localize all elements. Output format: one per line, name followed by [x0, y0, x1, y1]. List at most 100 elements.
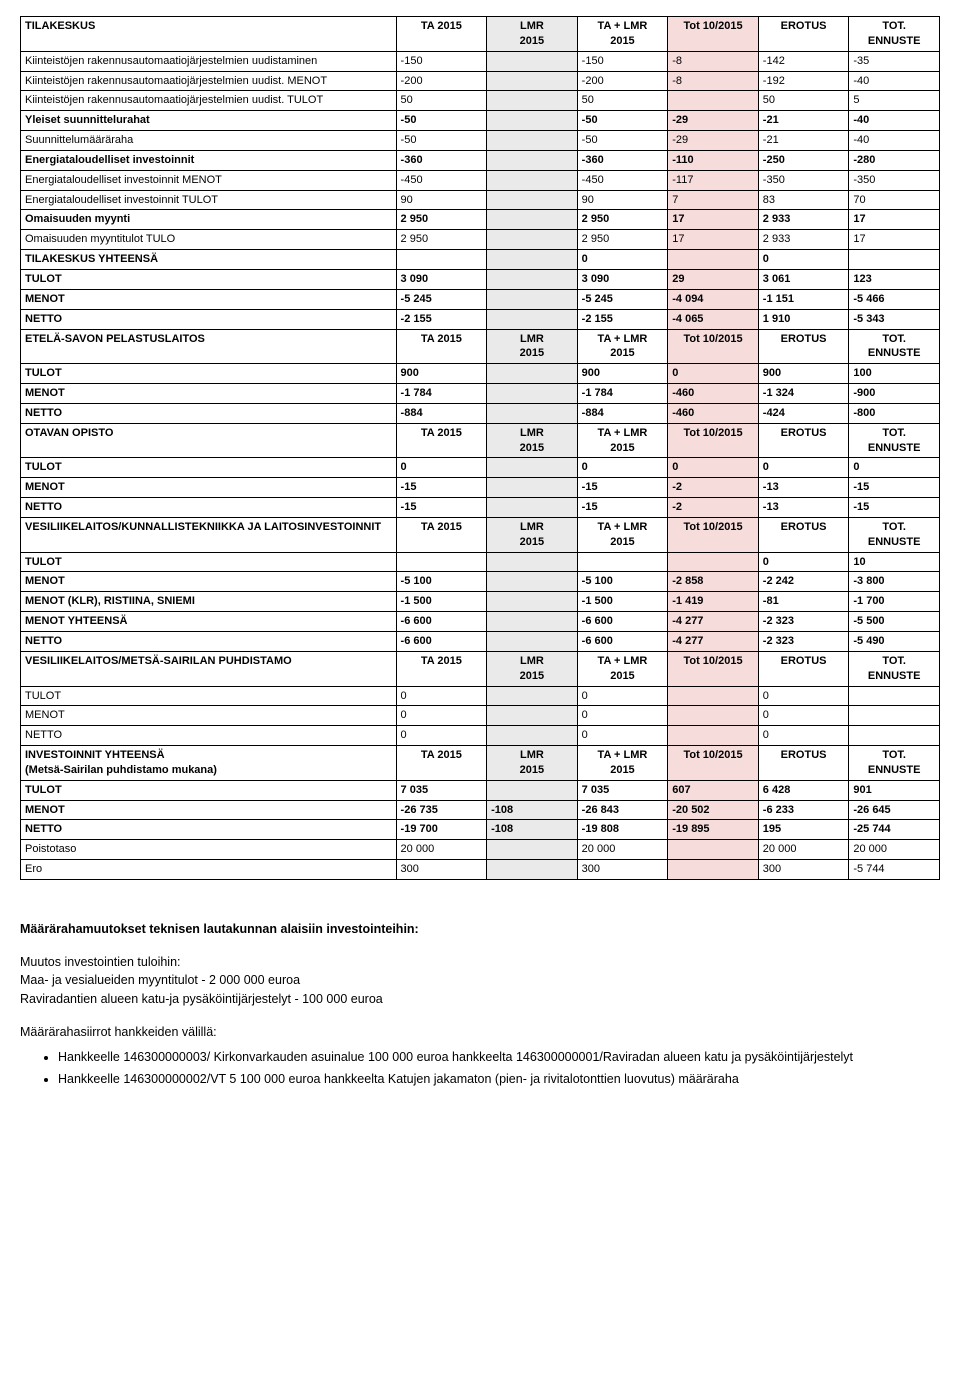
cell: 0 [758, 458, 849, 478]
table-row: TILAKESKUS YHTEENSÄ00 [21, 250, 940, 270]
cell [487, 309, 578, 329]
cell: -8 [668, 51, 759, 71]
footer-line: Muutos investointien tuloihin: [20, 953, 940, 972]
cell: -1 500 [396, 592, 487, 612]
cell: LMR 2015 [487, 423, 578, 458]
cell: -6 600 [577, 612, 668, 632]
cell: -108 [487, 800, 578, 820]
section-header: INVESTOINNIT YHTEENSÄ (Metsä-Sairilan pu… [21, 746, 940, 781]
cell: -900 [849, 384, 940, 404]
cell [487, 384, 578, 404]
cell: ETELÄ-SAVON PELASTUSLAITOS [21, 329, 397, 364]
footer-text: Määrärahamuutokset teknisen lautakunnan … [20, 920, 940, 1089]
cell: MENOT [21, 289, 397, 309]
cell: -29 [668, 111, 759, 131]
cell: 50 [396, 91, 487, 111]
cell: -13 [758, 478, 849, 498]
cell: -40 [849, 111, 940, 131]
cell: Tot 10/2015 [668, 651, 759, 686]
cell [487, 572, 578, 592]
cell: Kiinteistöjen rakennusautomaatiojärjeste… [21, 71, 397, 91]
cell: 0 [577, 458, 668, 478]
cell: 17 [849, 210, 940, 230]
cell: 2 933 [758, 210, 849, 230]
cell: Poistotaso [21, 840, 397, 860]
cell: -19 895 [668, 820, 759, 840]
cell: TA + LMR 2015 [577, 651, 668, 686]
cell: -35 [849, 51, 940, 71]
cell: 50 [758, 91, 849, 111]
cell [668, 860, 759, 880]
cell: 0 [396, 706, 487, 726]
cell: -117 [668, 170, 759, 190]
cell [487, 111, 578, 131]
cell: MENOT [21, 572, 397, 592]
cell: -1 500 [577, 592, 668, 612]
cell [487, 230, 578, 250]
cell: 0 [577, 706, 668, 726]
cell: MENOT [21, 384, 397, 404]
cell [487, 91, 578, 111]
cell: 1 910 [758, 309, 849, 329]
cell: -26 843 [577, 800, 668, 820]
cell: 0 [668, 364, 759, 384]
cell: -4 065 [668, 309, 759, 329]
cell [487, 170, 578, 190]
cell: -150 [396, 51, 487, 71]
cell: 17 [668, 230, 759, 250]
cell: INVESTOINNIT YHTEENSÄ (Metsä-Sairilan pu… [21, 746, 397, 781]
cell: TOT. ENNUSTE [849, 423, 940, 458]
cell: 0 [396, 458, 487, 478]
cell: Omaisuuden myyntitulot TULO [21, 230, 397, 250]
cell: EROTUS [758, 517, 849, 552]
cell: -450 [396, 170, 487, 190]
section-header: ETELÄ-SAVON PELASTUSLAITOSTA 2015LMR 201… [21, 329, 940, 364]
cell: -5 744 [849, 860, 940, 880]
cell: -2 155 [396, 309, 487, 329]
cell: Tot 10/2015 [668, 746, 759, 781]
cell: 0 [758, 250, 849, 270]
footer-line: Määrärahasiirrot hankkeiden välillä: [20, 1023, 940, 1042]
cell [849, 726, 940, 746]
cell [668, 726, 759, 746]
cell: 100 [849, 364, 940, 384]
cell: -5 500 [849, 612, 940, 632]
cell [487, 71, 578, 91]
cell: VESILIIKELAITOS/KUNNALLISTEKNIIKKA JA LA… [21, 517, 397, 552]
cell: -15 [396, 478, 487, 498]
cell [668, 840, 759, 860]
cell: 0 [577, 726, 668, 746]
cell: LMR 2015 [487, 746, 578, 781]
table-row: MENOT YHTEENSÄ-6 600-6 600-4 277-2 323-5… [21, 612, 940, 632]
cell: LMR 2015 [487, 329, 578, 364]
table-row: NETTO-6 600-6 600-4 277-2 323-5 490 [21, 632, 940, 652]
cell: Kiinteistöjen rakennusautomaatiojärjeste… [21, 91, 397, 111]
table-row: Energiataloudelliset investoinnit MENOT-… [21, 170, 940, 190]
cell: -13 [758, 498, 849, 518]
table-row: Suunnittelumääräraha-50-50-29-21-40 [21, 131, 940, 151]
cell: -5 245 [396, 289, 487, 309]
table-row: TULOT9009000900100 [21, 364, 940, 384]
cell: Suunnittelumääräraha [21, 131, 397, 151]
cell: 0 [758, 706, 849, 726]
table-row: NETTO-2 155-2 155-4 0651 910-5 343 [21, 309, 940, 329]
cell: -4 094 [668, 289, 759, 309]
cell: EROTUS [758, 651, 849, 686]
cell: Tot 10/2015 [668, 517, 759, 552]
cell: -15 [849, 498, 940, 518]
cell: -110 [668, 150, 759, 170]
cell: -192 [758, 71, 849, 91]
cell [396, 552, 487, 572]
cell: 17 [668, 210, 759, 230]
cell: 0 [577, 686, 668, 706]
section-header: TILAKESKUSTA 2015LMR 2015TA + LMR 2015To… [21, 17, 940, 52]
cell: -19 700 [396, 820, 487, 840]
cell: Kiinteistöjen rakennusautomaatiojärjeste… [21, 51, 397, 71]
cell: Tot 10/2015 [668, 423, 759, 458]
cell: -26 735 [396, 800, 487, 820]
cell: 195 [758, 820, 849, 840]
cell: NETTO [21, 820, 397, 840]
cell: 50 [577, 91, 668, 111]
cell [487, 289, 578, 309]
cell [487, 269, 578, 289]
